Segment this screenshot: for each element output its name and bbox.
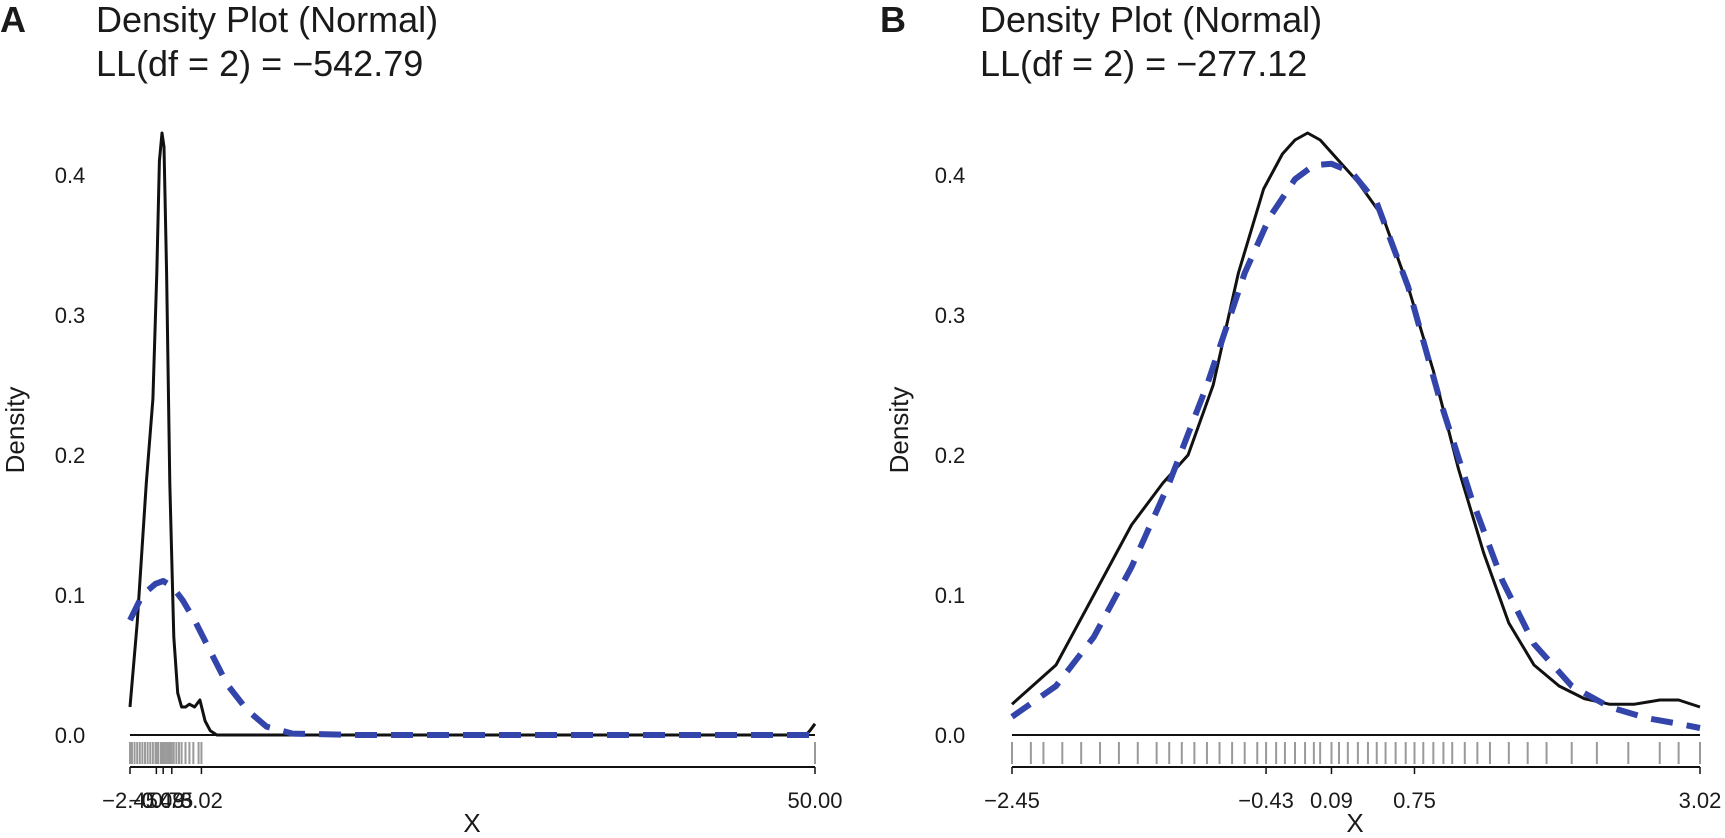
panel-b-rug bbox=[1011, 742, 1701, 764]
panel-a-y-tick-label: 0.2 bbox=[55, 443, 86, 468]
panel-b-y-tick-label: 0.2 bbox=[935, 443, 966, 468]
panel-b-x-tick-label: 3.02 bbox=[1679, 788, 1722, 813]
panel-a-y-tick-label: 0.1 bbox=[55, 583, 86, 608]
panel-a-ylabel: Density bbox=[0, 387, 30, 474]
panel-a-x-tick-label: −2.45 bbox=[102, 788, 158, 813]
panel-a-density-line bbox=[128, 131, 817, 737]
panel-a-x-tick-label: 0.09 bbox=[142, 788, 185, 813]
panel-a-y-tick-label: 0.4 bbox=[55, 163, 86, 188]
panel-a-lines bbox=[127, 131, 817, 738]
panel-b-y-tick-label: 0.3 bbox=[935, 303, 966, 328]
panel-a-normal-fit-line bbox=[127, 578, 815, 738]
panel-b-lines bbox=[1010, 131, 1701, 731]
panel-a-x-ticks: −2.45−0.430.090.753.02 50.00 bbox=[102, 767, 843, 813]
panel-b: B Density Plot (Normal) LL(df = 2) = −27… bbox=[880, 0, 1721, 838]
panel-b-density-line bbox=[1011, 131, 1701, 709]
panel-a: A Density Plot (Normal) LL(df = 2) = −54… bbox=[0, 0, 843, 838]
panel-b-ylabel: Density bbox=[884, 387, 914, 474]
panel-a-title: Density Plot (Normal) bbox=[96, 0, 438, 40]
panel-b-title: Density Plot (Normal) bbox=[980, 0, 1322, 40]
panel-b-y-tick-label: 0.1 bbox=[935, 583, 966, 608]
panel-a-letter: A bbox=[0, 0, 26, 40]
panel-b-normal-fit-line bbox=[1010, 160, 1701, 731]
panel-a-rug bbox=[129, 742, 816, 764]
panel-b-subtitle: LL(df = 2) = −277.12 bbox=[980, 43, 1307, 84]
panel-a-y-tick-label: 0.0 bbox=[55, 723, 86, 748]
panel-a-subtitle: LL(df = 2) = −542.79 bbox=[96, 43, 423, 84]
panel-a-x-tick-label: −0.43 bbox=[129, 788, 185, 813]
panel-b-xlabel: X bbox=[1346, 808, 1363, 838]
panel-b-x-tick-label: −2.45 bbox=[984, 788, 1040, 813]
panel-b-x-tick-label: 0.75 bbox=[1393, 788, 1436, 813]
panel-a-x-tick-label: 50.00 bbox=[787, 788, 842, 813]
panel-b-x-tick-label: −0.43 bbox=[1238, 788, 1294, 813]
panel-a-x-tick-label: 0.75 bbox=[150, 788, 193, 813]
panel-a-y-tick-label: 0.3 bbox=[55, 303, 86, 328]
panel-b-y-tick-label: 0.4 bbox=[935, 163, 966, 188]
panel-b-y-tick-label: 0.0 bbox=[935, 723, 966, 748]
panel-b-x-tick-label: 0.09 bbox=[1310, 788, 1353, 813]
panel-b-letter: B bbox=[880, 0, 906, 40]
panel-b-y-ticks: 0.0 0.1 0.2 0.3 0.4 bbox=[935, 163, 966, 748]
panel-a-x-tick-label: 3.02 bbox=[180, 788, 223, 813]
panel-a-xlabel: X bbox=[463, 808, 480, 838]
panel-a-y-ticks: 0.0 0.1 0.2 0.3 0.4 bbox=[55, 163, 86, 748]
panel-b-x-ticks: −2.45 −0.43 0.09 0.75 3.02 bbox=[984, 767, 1721, 813]
